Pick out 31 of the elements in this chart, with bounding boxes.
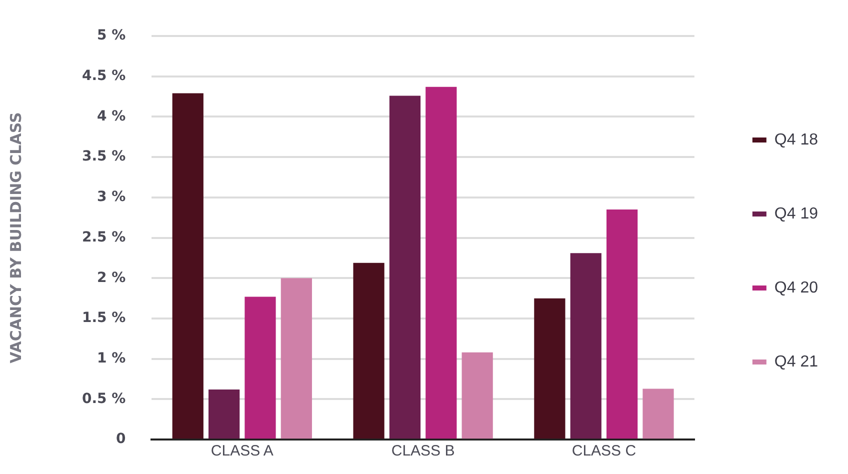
bar (534, 298, 566, 439)
y-tick-label: 2 % (97, 270, 126, 286)
bar (353, 262, 384, 439)
y-tick-label: 3 % (97, 189, 126, 206)
x-tick-label: CLASS A (210, 442, 274, 460)
bar (244, 296, 276, 439)
legend-label: Q4 21 (774, 353, 818, 370)
y-tick-label: 1.5 % (82, 310, 126, 326)
bar (389, 96, 421, 439)
bar (462, 352, 493, 439)
y-tick-label: 1 % (97, 350, 126, 367)
legend-label: Q4 18 (774, 131, 818, 148)
x-tick-label: CLASS B (391, 442, 455, 460)
y-tick-label: 0.5 % (82, 390, 126, 407)
bar (606, 210, 638, 439)
y-tick-label: 3.5 % (82, 148, 126, 165)
bar (172, 93, 204, 439)
y-tick-label: 0 (116, 431, 126, 448)
bar (570, 253, 602, 439)
bar (280, 278, 312, 439)
bar (208, 390, 240, 439)
y-tick-label: 4.5 % (82, 68, 126, 84)
bar (426, 86, 457, 439)
legend-label: Q4 20 (774, 279, 818, 296)
y-tick-label: 2.5 % (82, 229, 126, 246)
y-axis-title: VACANCY BY BUILDING CLASS (6, 112, 25, 364)
y-tick-label: 4 % (97, 108, 126, 124)
y-tick-label: 5 % (97, 28, 126, 44)
x-tick-label: CLASS C (572, 442, 636, 460)
bar (642, 388, 674, 439)
legend-label: Q4 19 (774, 205, 818, 222)
